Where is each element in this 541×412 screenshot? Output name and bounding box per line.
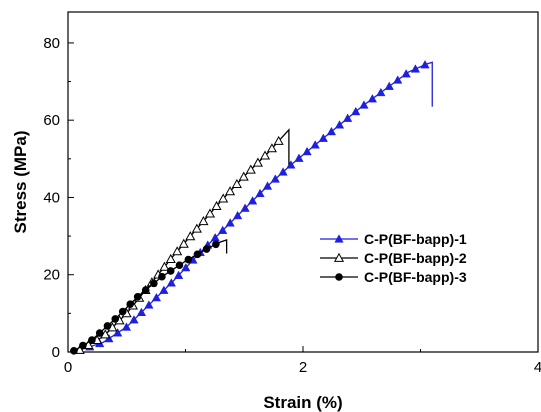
data-point-marker [202,245,211,253]
data-point-marker [184,255,193,264]
legend: C-P(BF-bapp)-1 C-P(BF-bapp)-2 C-P(BF-bapp)… [320,231,467,285]
data-point-marker [420,60,430,69]
data-point-marker [191,223,202,233]
x-axis-label: Strain (%) [263,393,342,412]
data-point-marker [159,261,170,271]
data-point-marker [181,262,191,272]
legend-label: C-P(BF-bapp)-2 [364,250,467,266]
data-point-marker [88,336,96,344]
data-point-marker [359,100,369,109]
data-point-marker [238,171,249,181]
data-point-marker [165,253,176,263]
legend-swatch-marker [334,234,344,243]
series-layer [70,60,433,355]
data-point-marker [401,69,411,78]
data-point-marker [166,267,175,275]
x-tick-label: 0 [64,359,72,376]
legend-label: C-P(BF-bapp)-3 [364,269,467,285]
data-point-marker [343,113,353,122]
data-point-marker [126,300,134,308]
y-tick-label: 60 [43,112,60,129]
data-point-marker [158,272,166,281]
data-point-marker [410,64,421,73]
y-axis-label: Stress (MPa) [11,131,30,234]
data-point-marker [247,196,258,205]
data-point-marker [212,240,220,249]
data-point-marker [150,279,158,288]
data-point-marker [136,307,147,317]
y-tick-label: 20 [43,267,60,284]
data-point-marker [245,164,256,174]
data-point-marker [113,328,123,337]
data-point-marker [278,167,288,176]
data-point-marker [141,286,150,294]
data-point-marker [252,157,263,167]
data-point-marker [95,329,104,337]
data-point-marker [74,344,85,354]
data-point-marker [273,135,284,145]
data-point-marker [262,181,273,190]
data-point-marker [70,347,78,355]
data-point-marker [231,178,242,188]
data-point-marker [172,246,183,256]
data-point-marker [178,238,189,248]
data-point-marker [376,87,386,97]
data-point-marker [204,208,216,218]
data-point-marker [218,193,229,203]
data-point-marker [129,315,139,324]
legend-entry: C-P(BF-bapp)-1 [320,231,467,247]
data-point-marker [393,75,403,84]
legend-swatch-marker [335,273,343,281]
data-point-marker [351,106,361,116]
data-point-marker [151,292,162,302]
data-point-marker [103,322,112,330]
data-point-marker [118,307,127,316]
data-point-marker [310,140,320,149]
data-point-marker [266,143,277,153]
series-C-P(BF-bapp)-1 [75,60,433,354]
data-point-marker [384,81,394,90]
data-point-marker [173,270,184,279]
y-tick-label: 80 [43,35,60,52]
data-point-marker [302,146,312,156]
legend-entry: C-P(BF-bapp)-2 [320,250,467,266]
data-point-marker [211,200,222,211]
data-point-marker [224,186,236,196]
data-point-marker [185,231,196,241]
data-point-marker [166,278,176,287]
legend-swatch-marker [333,252,345,262]
data-point-marker [144,300,154,309]
legend-label: C-P(BF-bapp)-1 [364,231,467,247]
x-tick-label: 2 [299,359,307,376]
x-tick-label: 4 [534,359,541,376]
data-point-marker [121,322,132,331]
data-point-marker [294,153,304,162]
data-point-marker [240,203,250,212]
data-point-marker [270,174,280,183]
data-point-marker [175,261,184,269]
data-point-marker [233,210,243,220]
data-point-marker [255,188,265,198]
data-point-marker [225,218,235,227]
data-point-marker [218,225,228,234]
y-tick-label: 40 [43,189,60,206]
data-point-marker [367,94,378,103]
data-point-marker [133,293,142,301]
data-point-marker [334,120,345,129]
legend-entry: C-P(BF-bapp)-3 [320,269,467,285]
data-point-marker [159,285,169,294]
data-point-marker [193,250,202,259]
data-point-marker [111,315,120,323]
data-point-marker [259,150,271,160]
data-point-marker [318,133,328,142]
data-point-marker [198,216,209,226]
series-C-P(BF-bapp)-3 [70,239,228,355]
data-point-marker [79,341,87,350]
y-tick-label: 0 [52,344,60,361]
data-point-marker [326,126,337,136]
